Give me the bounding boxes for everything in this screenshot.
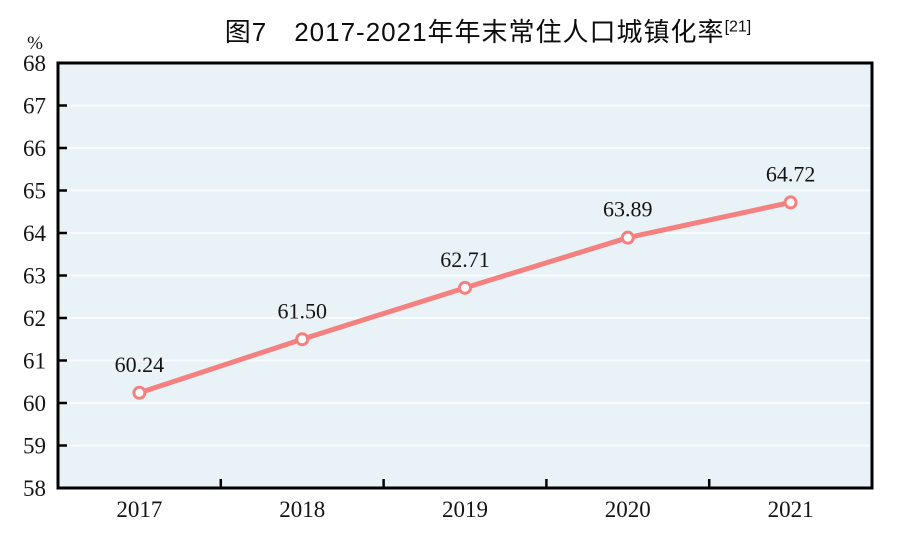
y-axis-tick-label: 61: [23, 349, 46, 374]
data-label-2020: 63.89: [603, 197, 653, 222]
x-axis-tick-label: 2020: [605, 497, 651, 522]
y-axis-tick-label: 68: [23, 51, 46, 76]
plot-border: [56, 61, 874, 490]
x-axis-tick-label: 2021: [768, 497, 814, 522]
y-axis-tick-label: 67: [23, 94, 46, 119]
y-axis-tick-label: 60: [23, 391, 46, 416]
chart-title-inner: 图7 2017-2021年年末常住人口城镇化率[21]: [225, 17, 752, 47]
data-point-2017: [132, 385, 147, 400]
data-point-2021: [783, 195, 798, 210]
y-axis-tick-label: 65: [23, 179, 46, 204]
data-label-2019: 62.71: [440, 247, 490, 272]
y-axis-tick-label: 62: [23, 306, 46, 331]
x-axis-tick-label: 2018: [279, 497, 325, 522]
y-axis-unit-label: %: [27, 33, 43, 54]
y-axis-tick-label: 59: [23, 434, 46, 459]
data-point-2020: [620, 230, 635, 245]
data-label-2018: 61.50: [277, 298, 327, 323]
data-label-2017: 60.24: [115, 352, 165, 377]
chart-title: 图7 2017-2021年年末常住人口城镇化率[21]: [0, 12, 900, 49]
y-axis-tick-label: 58: [23, 476, 46, 501]
chart-title-text: 图7 2017-2021年年末常住人口城镇化率: [224, 17, 725, 47]
data-point-2019: [458, 280, 472, 295]
y-axis-tick-label: 64: [23, 221, 47, 246]
data-point-2018: [295, 332, 310, 347]
x-axis-tick-label: 2017: [116, 497, 162, 522]
x-axis-tick-label: 2019: [442, 497, 488, 522]
title-footnote-ref: [21]: [724, 18, 752, 36]
y-axis-tick-label: 63: [23, 264, 46, 289]
data-label-2021: 64.72: [766, 161, 816, 186]
y-axis-tick-label: 66: [23, 136, 46, 161]
